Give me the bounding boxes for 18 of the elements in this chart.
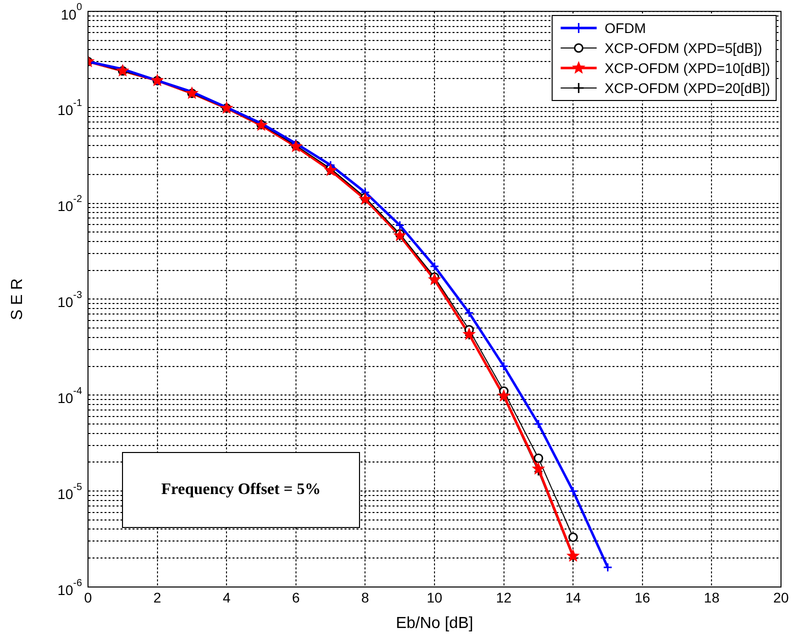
y-axis-title: S E R bbox=[9, 278, 26, 320]
x-tick-label: 16 bbox=[634, 589, 650, 606]
x-tick-label: 18 bbox=[704, 589, 720, 606]
x-tick-label: 0 bbox=[84, 589, 92, 606]
x-tick-label: 6 bbox=[292, 589, 300, 606]
x-tick-label: 2 bbox=[153, 589, 162, 606]
x-tick-label: 20 bbox=[773, 589, 789, 606]
legend-label: XCP-OFDM (XPD=5[dB]) bbox=[604, 39, 762, 58]
x-tick-label: 8 bbox=[361, 589, 370, 606]
x-tick-label: 4 bbox=[222, 589, 231, 606]
legend-label: OFDM bbox=[604, 19, 646, 38]
legend-label: XCP-OFDM (XPD=10[dB]) bbox=[604, 59, 770, 78]
x-tick-label: 12 bbox=[496, 589, 512, 606]
x-tick-label: 14 bbox=[565, 589, 582, 606]
note-box: Frequency Offset = 5% bbox=[122, 452, 360, 528]
legend-label: XCP-OFDM (XPD=20[dB]) bbox=[604, 79, 770, 98]
x-tick-label: 10 bbox=[426, 589, 442, 606]
x-axis-title: Eb/No [dB] bbox=[396, 614, 474, 632]
